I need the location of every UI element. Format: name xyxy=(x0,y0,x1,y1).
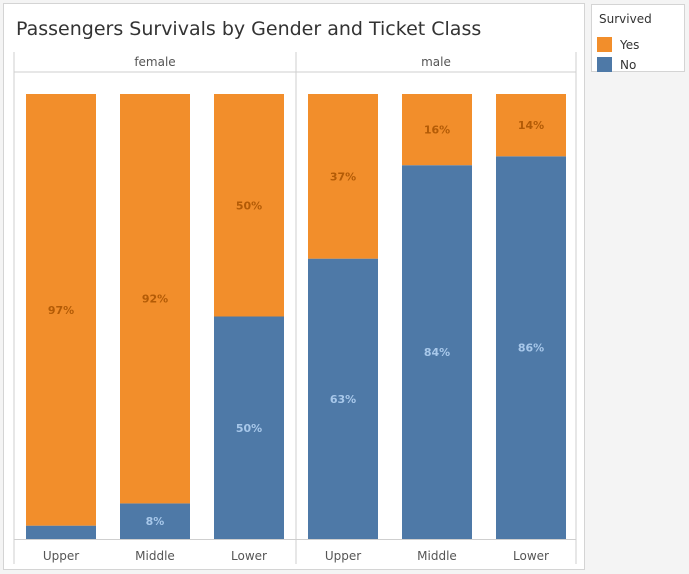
legend-label-no: No xyxy=(620,58,637,72)
data-label-male-lower-no: 86% xyxy=(518,342,544,355)
bar-female-lower-yes xyxy=(214,94,284,317)
chart-title: Passengers Survivals by Gender and Ticke… xyxy=(16,18,482,40)
chart-panel: Passengers Survivals by Gender and Ticke… xyxy=(3,3,585,570)
bar-male-lower-no xyxy=(496,156,566,540)
bar-female-upper-no xyxy=(26,525,96,539)
x-tick-female-upper: Upper xyxy=(43,549,79,563)
data-label-female-lower-no: 50% xyxy=(236,422,262,435)
bar-male-middle-yes xyxy=(402,94,472,166)
data-label-female-lower-yes: 50% xyxy=(236,199,262,212)
facet-header-male: male xyxy=(421,55,451,69)
bar-male-upper-yes xyxy=(308,94,378,259)
legend: Survived Yes No xyxy=(591,4,685,72)
x-tick-male-lower: Lower xyxy=(513,549,549,563)
bar-female-middle-no xyxy=(120,503,190,539)
bar-female-upper-yes xyxy=(26,94,96,526)
bar-male-lower-yes xyxy=(496,94,566,157)
data-label-female-upper-yes: 97% xyxy=(48,304,74,317)
legend-title: Survived xyxy=(599,12,652,26)
bar-female-middle-yes xyxy=(120,94,190,504)
data-label-male-lower-yes: 14% xyxy=(518,119,544,132)
data-label-female-middle-yes: 92% xyxy=(142,293,168,306)
data-label-female-middle-no: 8% xyxy=(146,515,165,528)
x-tick-male-middle: Middle xyxy=(417,549,457,563)
data-label-male-upper-no: 63% xyxy=(330,393,356,406)
legend-swatch-no xyxy=(597,57,612,72)
bar-male-upper-no xyxy=(308,258,378,539)
x-tick-female-middle: Middle xyxy=(135,549,175,563)
data-label-male-middle-no: 84% xyxy=(424,346,450,359)
x-tick-female-lower: Lower xyxy=(231,549,267,563)
data-label-male-upper-yes: 37% xyxy=(330,170,356,183)
legend-item-yes[interactable]: Yes xyxy=(597,37,682,53)
legend-label-yes: Yes xyxy=(620,38,640,52)
bar-female-lower-no xyxy=(214,316,284,539)
x-tick-male-upper: Upper xyxy=(325,549,361,563)
bar-male-middle-no xyxy=(402,165,472,539)
data-label-male-middle-yes: 16% xyxy=(424,124,450,137)
legend-item-no[interactable]: No xyxy=(597,57,682,73)
chart-plot: female 97% Upper 8% 92% Middle 50% 50% Lower male… xyxy=(13,52,577,564)
facet-header-female: female xyxy=(134,55,175,69)
legend-swatch-yes xyxy=(597,37,612,52)
